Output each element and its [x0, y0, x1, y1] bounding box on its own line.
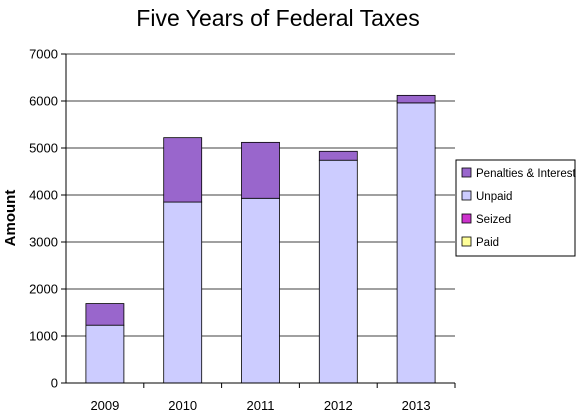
y-tick-label: 6000 [29, 94, 58, 109]
legend: Penalties & Interest Unpaid Seized Paid [455, 159, 577, 257]
y-tick-label: 0 [51, 376, 58, 391]
y-tick-label: 3000 [29, 235, 58, 250]
legend-label-unpaid: Unpaid [476, 191, 512, 203]
bar-unpaid-2013 [396, 102, 436, 384]
y-tick-label: 5000 [29, 141, 58, 156]
bar-penalties-interest-2010 [163, 137, 203, 203]
legend-label-paid: Paid [476, 237, 499, 249]
legend-box [455, 159, 576, 257]
y-tick-label: 1000 [29, 329, 58, 344]
bars [85, 94, 436, 384]
legend-swatch-unpaid [461, 190, 472, 201]
chart-title: Five Years of Federal Taxes [136, 5, 419, 31]
x-tick-label: 2012 [324, 398, 353, 413]
x-tick-label: 2010 [168, 398, 197, 413]
x-tick-label: 2009 [90, 398, 119, 413]
y-tick-label: 4000 [29, 188, 58, 203]
y-tick-label: 2000 [29, 282, 58, 297]
y-tick-label: 7000 [29, 47, 58, 62]
bar-unpaid-2011 [241, 197, 280, 384]
x-tick-label: 2013 [402, 398, 431, 413]
bar-unpaid-2009 [85, 324, 125, 384]
legend-swatch-paid [461, 236, 472, 247]
legend-label-penalties-interest: Penalties & Interest [476, 168, 577, 180]
x-tick-label: 2011 [247, 398, 275, 413]
legend-swatch-penalties-interest [461, 167, 472, 178]
bar-unpaid-2012 [318, 159, 358, 384]
y-axis-label: Amount [2, 190, 19, 247]
bar-penalties-interest-2013 [396, 94, 436, 104]
legend-swatch-seized [461, 213, 472, 224]
legend-label-seized: Seized [476, 214, 511, 226]
bar-penalties-interest-2011 [241, 141, 280, 199]
bar-penalties-interest-2009 [85, 303, 125, 326]
bar-penalties-interest-2012 [318, 150, 358, 161]
axes: 0 1000 2000 3000 4000 5000 6000 7000 2009 2010 201… [29, 47, 456, 413]
bar-unpaid-2010 [163, 201, 203, 384]
